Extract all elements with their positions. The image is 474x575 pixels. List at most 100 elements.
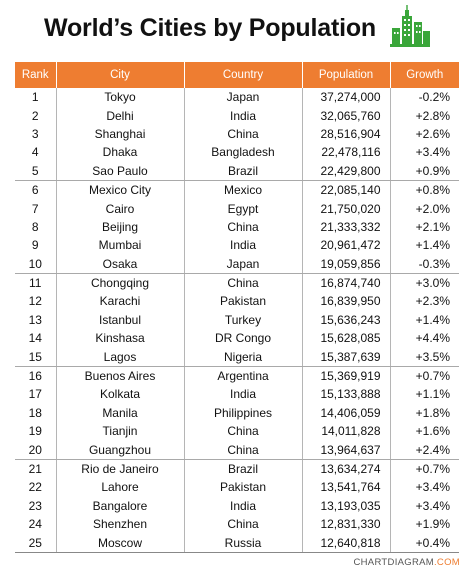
population-cell: 13,634,274 xyxy=(302,459,391,479)
table-row: 6 Mexico City Mexico 22,085,140 +0.8% xyxy=(15,180,459,200)
table-row: 16 Buenos Aires Argentina 15,369,919 +0.7% xyxy=(15,366,459,386)
country-cell: Nigeria xyxy=(184,347,303,367)
rank-cell: 19 xyxy=(15,422,57,441)
city-buildings-logo-icon xyxy=(390,5,430,47)
growth-cell: -0.3% xyxy=(390,254,459,274)
growth-cell: +1.4% xyxy=(415,238,450,253)
country-cell: Mexico xyxy=(184,180,303,200)
city-cell: Chongqing xyxy=(56,273,185,293)
city-cell: Mexico City xyxy=(56,180,185,200)
table-row: 15 Lagos Nigeria 15,387,639 +3.5% xyxy=(15,347,459,367)
population-cell: 12,831,330 xyxy=(302,514,391,534)
country-cell: India xyxy=(184,496,303,515)
city-cell: Manila xyxy=(56,403,185,423)
population-cell: 14,406,059 xyxy=(302,403,391,423)
rank-cell: 24 xyxy=(15,514,57,534)
growth-cell: +0.4% xyxy=(415,535,450,550)
population-cell: 22,085,140 xyxy=(302,180,391,200)
growth-cell: +3.4% xyxy=(415,145,450,160)
country-cell: China xyxy=(184,217,303,237)
table-row: 2 Delhi India 32,065,760 +2.8% xyxy=(15,106,459,125)
population-cell: 15,369,919 xyxy=(302,366,391,386)
growth-cell: +0.7% xyxy=(415,369,450,384)
population-cell: 20,961,472 xyxy=(302,236,391,255)
city-cell: Istanbul xyxy=(56,310,185,330)
rank-cell: 12 xyxy=(15,292,57,311)
population-cell: 21,750,020 xyxy=(302,199,391,218)
population-table: Rank City Country Population Growth 1 Tok… xyxy=(15,62,459,553)
population-cell: 15,133,888 xyxy=(302,385,391,404)
population-cell: 19,059,856 xyxy=(302,254,391,274)
city-cell: Sao Paulo xyxy=(56,161,185,181)
city-cell: Dhaka xyxy=(56,143,185,162)
table-row: 22 Lahore Pakistan 13,541,764 +3.4% xyxy=(15,478,459,497)
rank-cell: 1 xyxy=(15,88,57,107)
population-cell: 15,628,085 xyxy=(302,329,391,348)
city-cell: Delhi xyxy=(56,106,185,125)
growth-cell: +1.6% xyxy=(415,424,450,439)
country-cell: Japan xyxy=(184,254,303,274)
rank-cell: 7 xyxy=(15,199,57,218)
table-row: 17 Kolkata India 15,133,888 +1.1% xyxy=(15,385,459,404)
country-cell: India xyxy=(184,385,303,404)
city-cell: Lahore xyxy=(56,478,185,497)
population-cell: 28,516,904 xyxy=(302,124,391,144)
city-cell: Cairo xyxy=(56,199,185,218)
growth-cell: +2.1% xyxy=(415,219,450,234)
city-cell: Shenzhen xyxy=(56,514,185,534)
table-row: 4 Dhaka Bangladesh 22,478,116 +3.4% xyxy=(15,143,459,162)
column-header-country: Country xyxy=(184,62,303,88)
growth-cell: +2.4% xyxy=(390,440,459,460)
rank-cell: 5 xyxy=(15,161,57,181)
growth-cell: +1.9% xyxy=(415,517,450,532)
rank-cell: 23 xyxy=(15,496,57,515)
population-cell: 15,387,639 xyxy=(302,347,391,367)
city-cell: Shanghai xyxy=(56,124,185,144)
country-cell: China xyxy=(184,440,303,460)
growth-cell: +2.0% xyxy=(415,201,450,216)
table-row: 10 Osaka Japan 19,059,856 -0.3% xyxy=(15,254,459,274)
rank-cell: 11 xyxy=(15,273,57,293)
growth-cell: +0.9% xyxy=(390,161,459,181)
table-row: 23 Bangalore India 13,193,035 +3.4% xyxy=(15,496,459,515)
table-header-row: Rank City Country Population Growth xyxy=(15,62,459,88)
country-cell: Bangladesh xyxy=(184,143,303,162)
growth-cell: +3.4% xyxy=(415,498,450,513)
rank-cell: 14 xyxy=(15,329,57,348)
population-cell: 16,874,740 xyxy=(302,273,391,293)
table-row: 13 Istanbul Turkey 15,636,243 +1.4% xyxy=(15,310,459,330)
country-cell: Turkey xyxy=(184,310,303,330)
country-cell: Brazil xyxy=(184,161,303,181)
table-row: 12 Karachi Pakistan 16,839,950 +2.3% xyxy=(15,292,459,311)
population-cell: 13,193,035 xyxy=(302,496,391,515)
growth-cell: +3.5% xyxy=(390,347,459,367)
country-cell: Russia xyxy=(184,533,303,552)
footer-brand-tld: .COM xyxy=(433,557,460,568)
column-header-growth: Growth xyxy=(390,62,459,88)
rank-cell: 10 xyxy=(15,254,57,274)
growth-cell: +3.4% xyxy=(415,480,450,495)
population-cell: 14,011,828 xyxy=(302,422,391,441)
country-cell: Brazil xyxy=(184,459,303,479)
table-row: 19 Tianjin China 14,011,828 +1.6% xyxy=(15,422,459,441)
footer-brand-name: CHARTDIAGRAM xyxy=(353,557,434,568)
city-cell: Guangzhou xyxy=(56,440,185,460)
country-cell: Argentina xyxy=(184,366,303,386)
growth-cell: +1.4% xyxy=(415,312,450,327)
country-cell: Egypt xyxy=(184,199,303,218)
city-cell: Osaka xyxy=(56,254,185,274)
rank-cell: 15 xyxy=(15,347,57,367)
city-cell: Tianjin xyxy=(56,422,185,441)
rank-cell: 18 xyxy=(15,403,57,423)
city-cell: Tokyo xyxy=(56,88,185,107)
growth-cell: +2.3% xyxy=(415,294,450,309)
city-cell: Bangalore xyxy=(56,496,185,515)
rank-cell: 6 xyxy=(15,180,57,200)
rank-cell: 17 xyxy=(15,385,57,404)
country-cell: Pakistan xyxy=(184,292,303,311)
growth-cell: +0.7% xyxy=(415,462,450,476)
table-row: 1 Tokyo Japan 37,274,000 -0.2% xyxy=(15,88,459,107)
table-row: 24 Shenzhen China 12,831,330 +1.9% xyxy=(15,514,459,534)
country-cell: China xyxy=(184,422,303,441)
country-cell: India xyxy=(184,106,303,125)
